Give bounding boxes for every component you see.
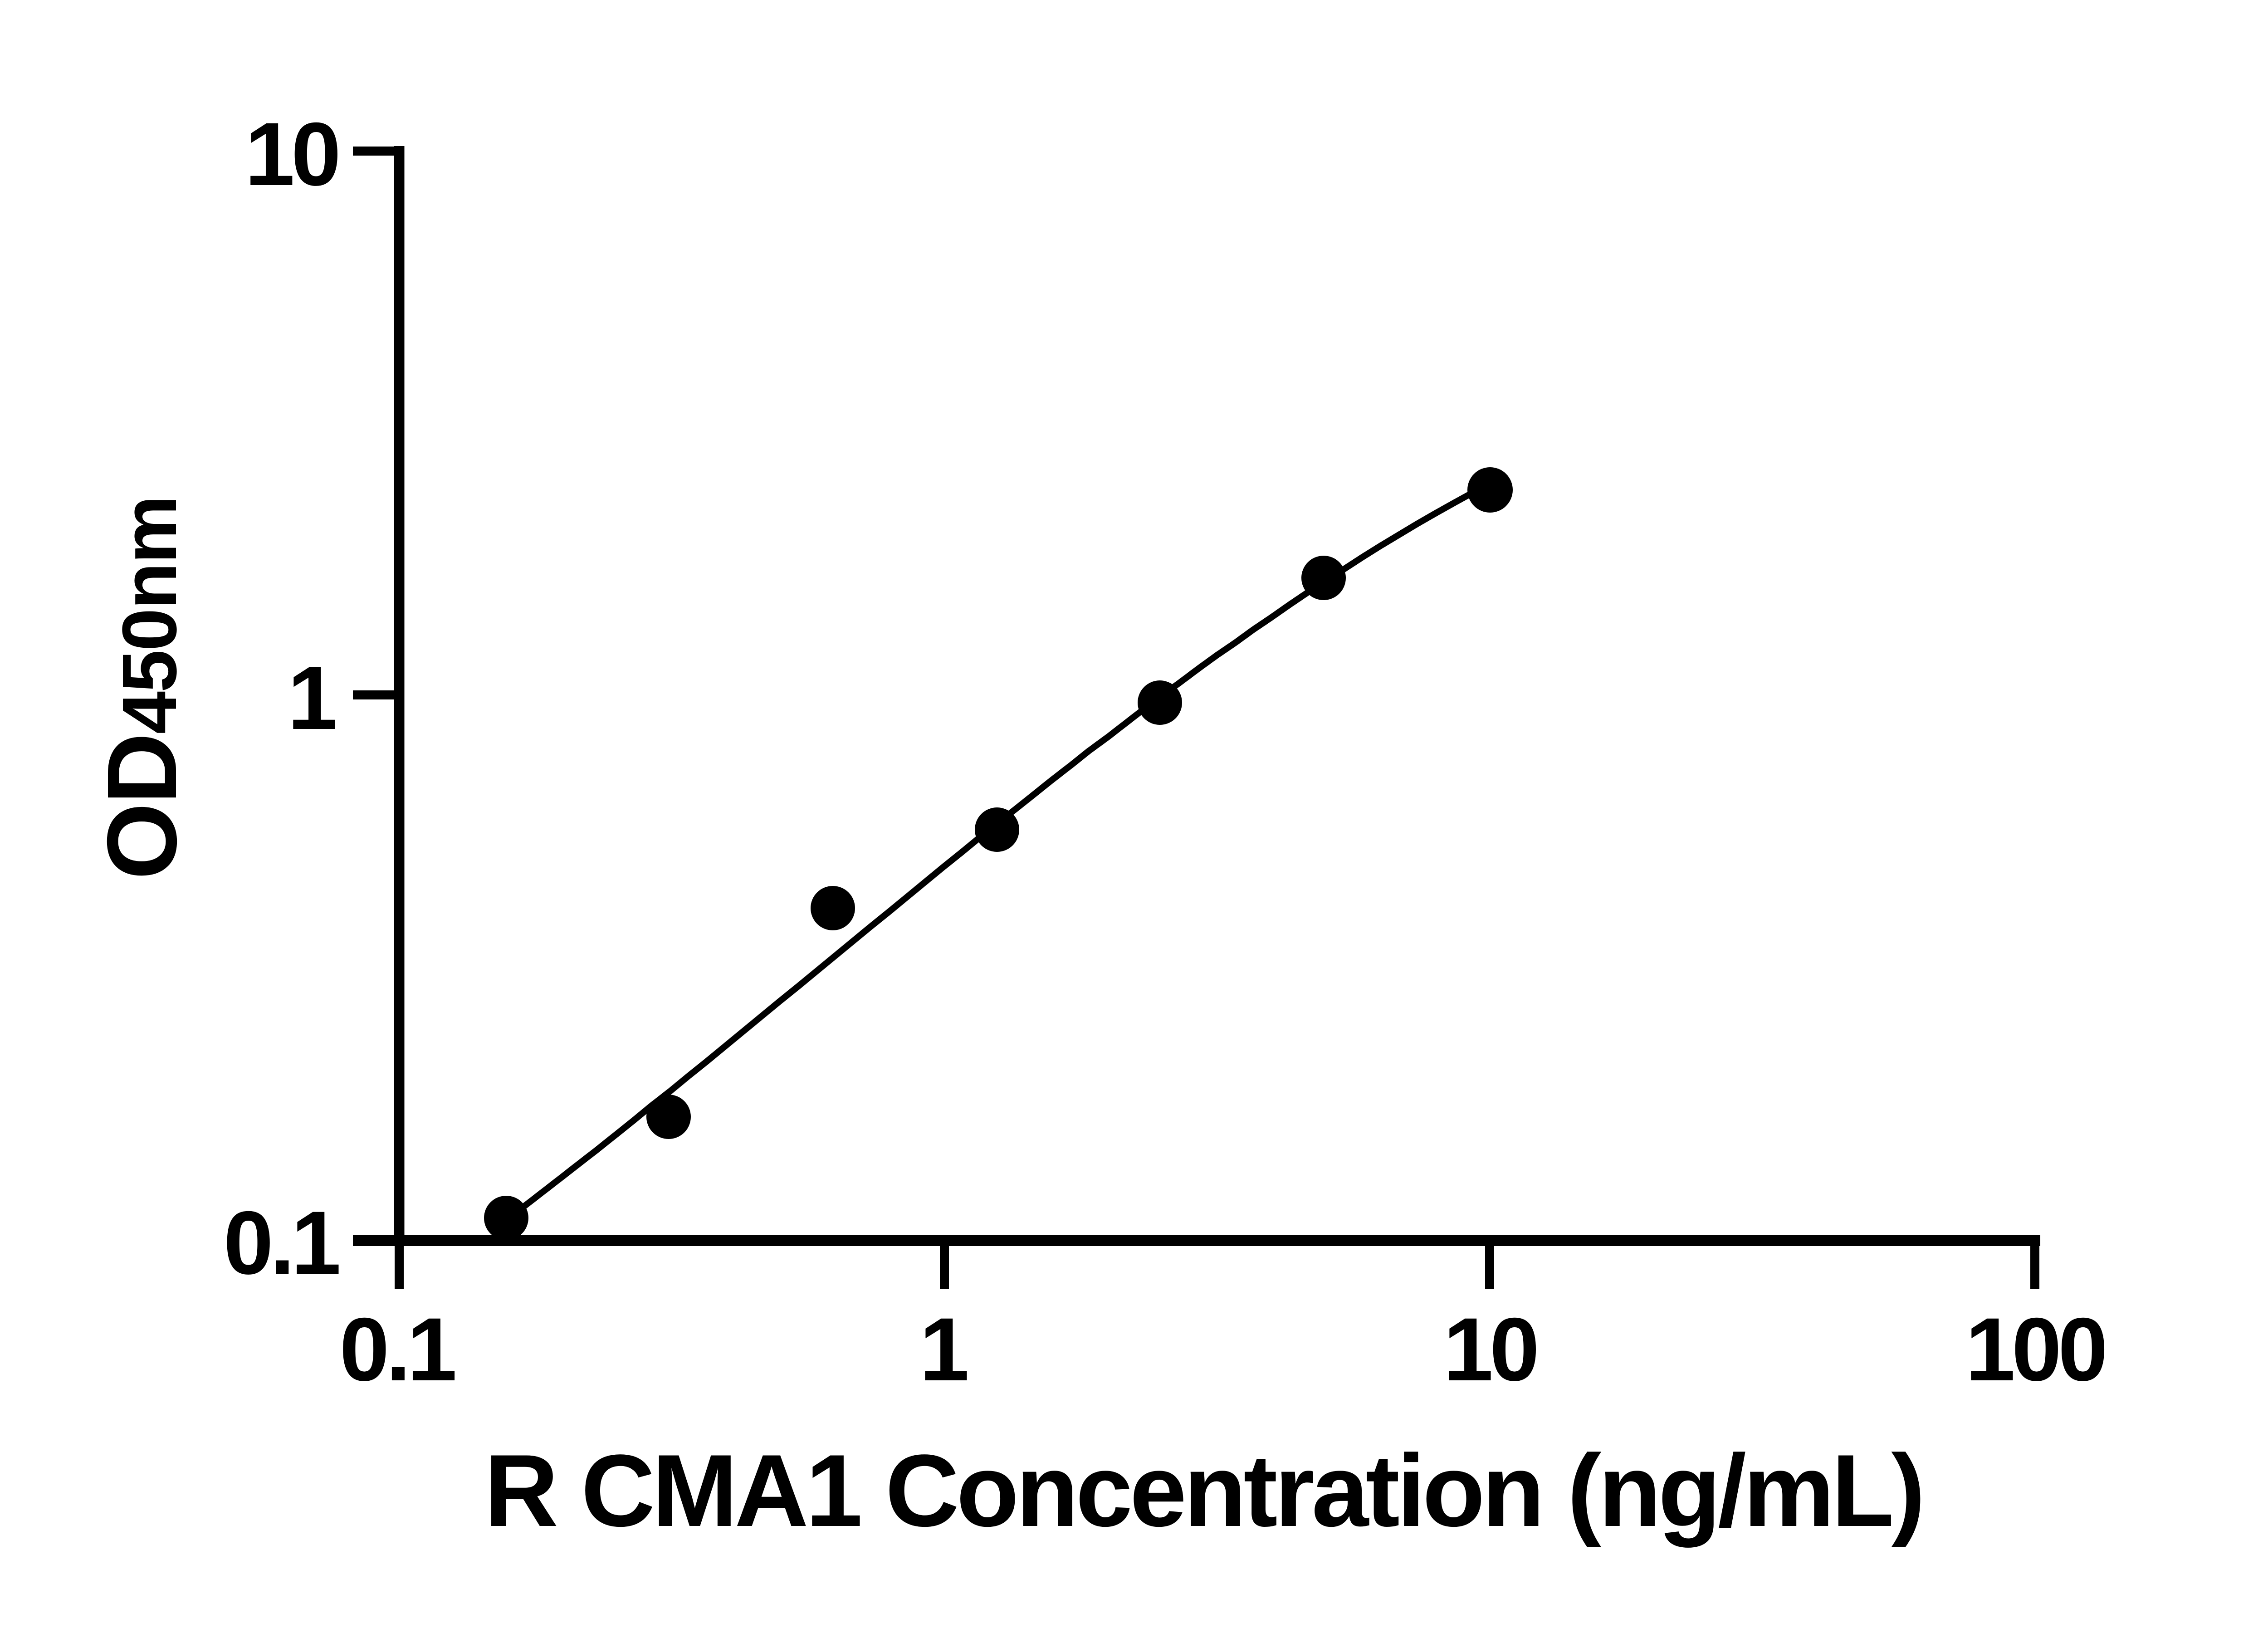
- svg-text:1: 1: [919, 1299, 969, 1399]
- svg-text:10: 10: [245, 104, 337, 204]
- svg-text:0.1: 0.1: [339, 1299, 455, 1399]
- svg-text:1: 1: [288, 648, 337, 748]
- svg-text:10: 10: [1443, 1299, 1536, 1399]
- svg-text:100: 100: [1965, 1299, 2104, 1399]
- svg-text:0.1: 0.1: [224, 1193, 339, 1293]
- svg-text:R CMA1 Concentration (ng/mL): R CMA1 Concentration (ng/mL): [484, 1433, 1922, 1548]
